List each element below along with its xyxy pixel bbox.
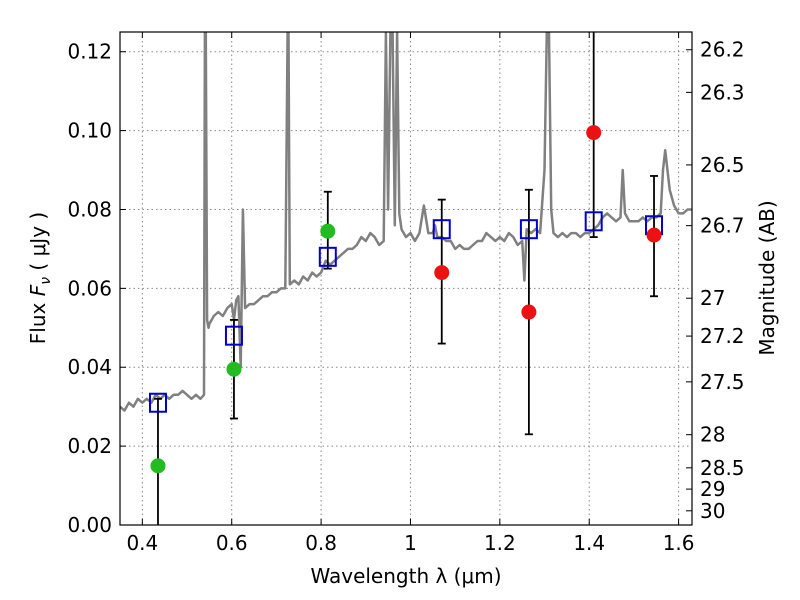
x-tick-label: 1.6 bbox=[663, 531, 695, 555]
x-tick-label: 0.4 bbox=[126, 531, 158, 555]
red-data-point bbox=[434, 265, 450, 281]
y2-tick-label: 28.5 bbox=[700, 456, 745, 480]
green-data-point bbox=[320, 223, 336, 239]
red-data-point bbox=[646, 227, 662, 243]
y-tick-label: 0.12 bbox=[67, 40, 112, 64]
model-square-marker bbox=[584, 211, 603, 232]
x-tick-label: 1 bbox=[404, 531, 417, 555]
x-tick-label: 0.6 bbox=[216, 531, 248, 555]
y2-tick-label: 27 bbox=[700, 286, 725, 310]
model-square-marker bbox=[148, 392, 167, 413]
x-tick-label: 1.2 bbox=[484, 531, 516, 555]
x-axis-label: Wavelength λ (μm) bbox=[310, 564, 501, 588]
y2-tick-label: 27.2 bbox=[700, 324, 745, 348]
red-data-point bbox=[586, 125, 602, 141]
y-tick-label: 0.06 bbox=[67, 276, 112, 300]
error-bars bbox=[148, 32, 664, 525]
green-data-point bbox=[150, 458, 166, 474]
model-square-marker bbox=[519, 219, 538, 240]
y-tick-label: 0.08 bbox=[67, 197, 112, 221]
y2-tick-label: 29 bbox=[700, 477, 725, 501]
model-square-marker bbox=[224, 325, 243, 346]
y-tick-label: 0.00 bbox=[67, 513, 112, 537]
y2-tick-label: 28 bbox=[700, 423, 725, 447]
model-square-marker bbox=[318, 246, 337, 267]
red-data-point bbox=[521, 304, 537, 320]
y-tick-label: 0.04 bbox=[67, 355, 112, 379]
y-axis-label: Flux Fν ( μJy ) bbox=[26, 212, 54, 344]
model-square-marker bbox=[432, 219, 451, 240]
grid-lines bbox=[120, 32, 692, 526]
y2-tick-label: 30 bbox=[700, 499, 725, 523]
y2-tick-label: 27.5 bbox=[700, 370, 745, 394]
y2-tick-label: 26.2 bbox=[700, 38, 745, 62]
axis-ticks: 0.4 0.6 0.8 1 1.2 1.4 1.6 0.00 0.02 0.04 0.06 0.08 0… bbox=[67, 32, 745, 555]
y-tick-label: 0.10 bbox=[67, 119, 112, 143]
right-axis-label: Magnitude (AB) bbox=[755, 200, 779, 355]
green-data-point bbox=[226, 361, 242, 377]
x-tick-label: 0.8 bbox=[305, 531, 337, 555]
plot-frame bbox=[119, 31, 693, 526]
y2-tick-label: 26.3 bbox=[700, 80, 745, 104]
y-tick-label: 0.02 bbox=[67, 434, 112, 458]
y2-tick-label: 26.7 bbox=[700, 214, 745, 238]
y2-tick-label: 26.5 bbox=[700, 153, 745, 177]
x-tick-label: 1.4 bbox=[573, 531, 605, 555]
